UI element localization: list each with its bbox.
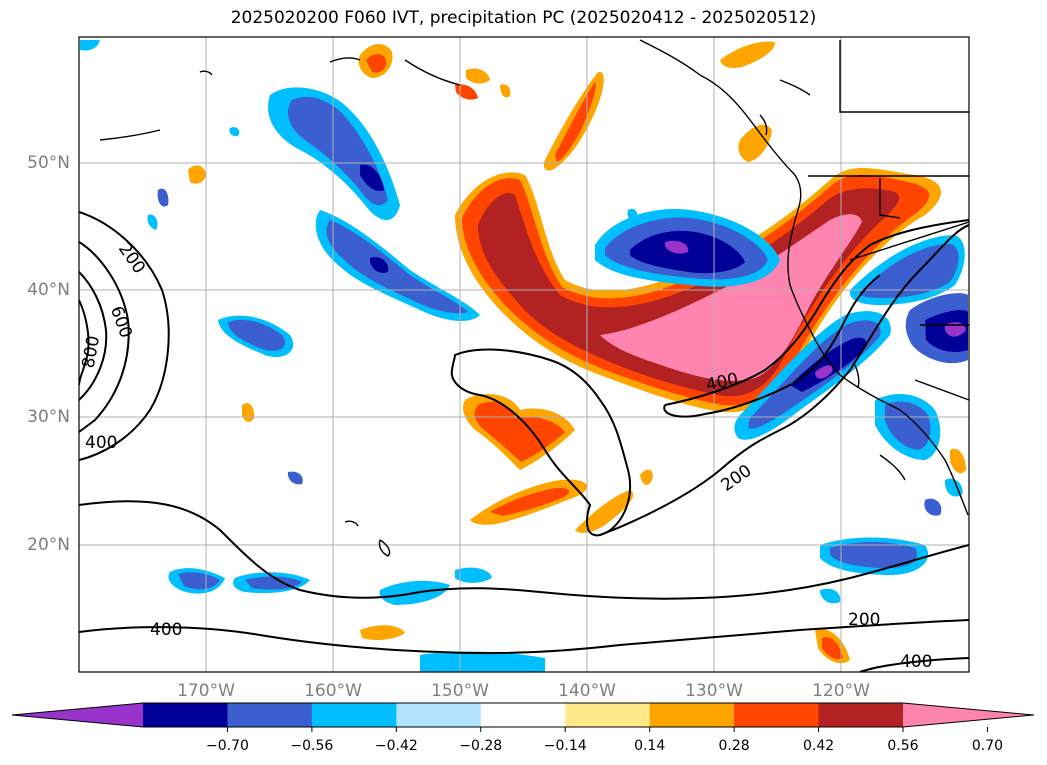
colorbar-extend-min bbox=[12, 703, 143, 727]
contour-label: 200 bbox=[848, 610, 880, 630]
contour-label: 400 bbox=[85, 433, 117, 453]
lon-tick-label: 130°W bbox=[685, 681, 743, 701]
colorbar-extend-max bbox=[903, 703, 1034, 727]
colorbar-tick-label: −0.28 bbox=[459, 738, 503, 754]
colorbar-segment bbox=[143, 703, 228, 727]
lon-tick-label: 160°W bbox=[304, 681, 362, 701]
colorbar-segment bbox=[396, 703, 482, 727]
coastlines bbox=[99, 39, 969, 557]
colorbar-tick-label: 0.14 bbox=[634, 738, 666, 754]
colorbar-segment bbox=[649, 703, 735, 727]
colorbar-segment bbox=[565, 703, 651, 727]
colorbar-tick-label: 0.56 bbox=[887, 738, 919, 754]
lat-tick-label: 20°N bbox=[27, 535, 70, 555]
colorbar-tick-label: −0.14 bbox=[543, 738, 587, 754]
colorbar-segment bbox=[734, 703, 820, 727]
lon-tick-label: 170°W bbox=[177, 681, 235, 701]
positive-blobs bbox=[188, 41, 966, 664]
lon-tick-label: 120°W bbox=[812, 681, 870, 701]
ivt-contours bbox=[79, 211, 969, 672]
colorbar-segment bbox=[227, 703, 313, 727]
colorbar-outline bbox=[11, 702, 1035, 728]
colorbar-segment bbox=[818, 703, 904, 727]
colorbar-segment bbox=[311, 703, 397, 727]
colorbar-segment bbox=[480, 703, 566, 727]
lat-tick-label: 30°N bbox=[27, 407, 70, 427]
colorbar-tick-label: 0.42 bbox=[802, 738, 835, 754]
colorbar-tick-label: −0.42 bbox=[374, 738, 418, 754]
graticule bbox=[79, 37, 969, 672]
lat-tick-label: 40°N bbox=[27, 280, 70, 300]
lon-tick-label: 150°W bbox=[431, 681, 489, 701]
negative-blobs bbox=[80, 40, 968, 672]
colorbar-tick-label: 0.28 bbox=[718, 738, 750, 754]
contour-label: 400 bbox=[150, 620, 182, 640]
figure-title: 2025020200 F060 IVT, precipitation PC (2… bbox=[230, 8, 817, 28]
colorbar-tick-label: −0.56 bbox=[290, 738, 334, 754]
lon-tick-label: 140°W bbox=[558, 681, 616, 701]
colorbar-tick-label: 0.70 bbox=[971, 738, 1004, 754]
contour-label: 400 bbox=[900, 652, 932, 672]
lat-tick-label: 50°N bbox=[27, 153, 70, 173]
colorbar-tick-label: −0.70 bbox=[205, 738, 249, 754]
map-frame bbox=[78, 36, 970, 673]
map-plot-area bbox=[79, 37, 969, 672]
colorbar bbox=[11, 702, 1035, 732]
